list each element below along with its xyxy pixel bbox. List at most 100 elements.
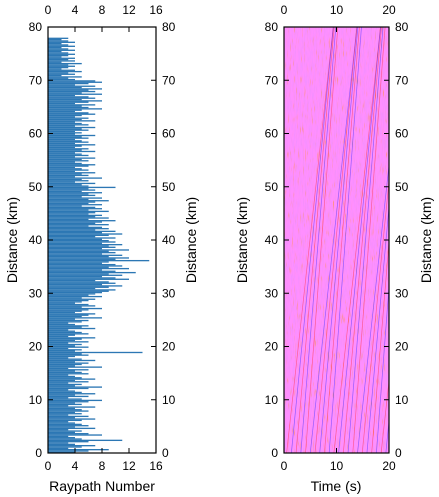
histogram-bar	[48, 394, 75, 396]
waveform-bottom-tick-label: 0	[281, 459, 288, 473]
histogram-bar	[48, 216, 96, 218]
histogram-left-tick-label: 80	[29, 20, 43, 34]
histogram-bar	[48, 387, 89, 390]
waveform-left-tick-label: 60	[265, 127, 279, 141]
histogram-bar	[48, 357, 69, 359]
waveform-trace	[347, 27, 384, 453]
histogram-bar	[48, 251, 116, 254]
histogram-bar	[48, 141, 89, 143]
histogram-bar	[48, 410, 89, 412]
histogram-bar	[48, 366, 102, 368]
histogram-xlabel: Raypath Number	[49, 478, 155, 494]
histogram-bar	[48, 134, 96, 137]
histogram-bar	[48, 189, 96, 191]
histogram-bar	[48, 421, 69, 423]
histogram-bar	[48, 129, 89, 131]
histogram-bar	[48, 101, 89, 103]
histogram-bar	[48, 441, 89, 443]
histogram-bar	[48, 306, 82, 308]
histogram-bar	[48, 339, 75, 342]
histogram-bar	[48, 172, 96, 174]
histogram-bar	[48, 62, 82, 65]
waveform-trace	[291, 27, 334, 453]
histogram-bar	[48, 259, 150, 262]
histogram-bar	[48, 161, 75, 163]
histogram-bar	[48, 295, 102, 298]
histogram-bar	[48, 90, 96, 93]
histogram-bar	[48, 270, 116, 272]
histogram-bar	[48, 217, 109, 219]
histogram-bar	[48, 351, 143, 354]
histogram-bar	[48, 229, 96, 231]
histogram-bar	[48, 126, 96, 129]
histogram-bar	[48, 61, 62, 63]
waveform-left-tick-label: 20	[265, 340, 279, 354]
histogram-bar	[48, 285, 123, 287]
histogram-bar	[48, 78, 75, 81]
histogram-bar	[48, 249, 129, 251]
histogram-bar	[48, 242, 102, 244]
histogram-bar	[48, 317, 102, 319]
histogram-bar	[48, 430, 82, 432]
histogram-bar	[48, 261, 109, 263]
histogram-bar	[48, 419, 82, 422]
histogram-bar	[48, 369, 89, 371]
histogram-bar	[48, 378, 96, 380]
histogram-bar	[48, 125, 75, 127]
waveform-trace	[305, 27, 339, 453]
histogram-bar	[48, 302, 75, 304]
histogram-bar	[48, 334, 75, 336]
histogram-bar	[48, 117, 89, 119]
histogram-bar	[48, 449, 109, 451]
histogram-bar	[48, 278, 129, 280]
histogram-bar	[48, 149, 82, 151]
histogram-bar	[48, 113, 96, 115]
histogram-bar	[48, 393, 96, 395]
waveform-trace	[371, 242, 389, 453]
histogram-bar	[48, 265, 123, 267]
histogram-bar	[48, 166, 75, 169]
waveform-left-tick-label: 40	[265, 233, 279, 247]
waveform-image	[284, 27, 389, 453]
waveform-right-tick-label: 80	[395, 20, 409, 34]
histogram-bottom-tick-label: 16	[149, 459, 163, 473]
histogram-bar	[48, 174, 89, 177]
histogram-bar	[48, 371, 82, 374]
histogram-bar	[48, 405, 69, 407]
histogram-bar	[48, 81, 102, 83]
histogram-bar	[48, 258, 116, 260]
histogram-bar	[48, 121, 75, 123]
histogram-left-tick-label: 70	[29, 73, 43, 87]
histogram-bar	[48, 409, 82, 411]
histogram-bar	[48, 250, 109, 252]
histogram-bar	[48, 385, 75, 387]
waveform-right-tick-label: 0	[395, 446, 402, 460]
histogram-bar	[48, 331, 82, 334]
histogram-bar	[48, 178, 82, 181]
histogram-bar	[48, 438, 82, 440]
histogram-bar	[48, 294, 89, 296]
histogram-bar	[48, 243, 123, 246]
histogram-bottom-tick-label: 12	[122, 459, 136, 473]
histogram-bar	[48, 162, 82, 165]
histogram-bar	[48, 395, 89, 398]
histogram-bar	[48, 112, 89, 114]
waveform-ylabel: Distance (km)	[234, 197, 250, 283]
histogram-bar	[48, 66, 69, 69]
histogram-bar	[48, 176, 75, 178]
histogram-bar	[48, 269, 102, 271]
histogram-bars	[48, 37, 150, 453]
histogram-bar	[48, 350, 75, 352]
histogram-bar	[48, 182, 96, 185]
histogram-bar	[48, 398, 82, 400]
waveform-trace	[376, 286, 389, 453]
histogram-bar	[48, 180, 89, 182]
histogram-bar	[48, 218, 89, 221]
histogram-bar	[48, 411, 75, 414]
waveform-left-tick-label: 50	[265, 180, 279, 194]
waveform-trace	[309, 27, 358, 453]
histogram-bar	[48, 208, 102, 210]
histogram-top-tick-label: 0	[45, 3, 52, 17]
histogram-bar	[48, 225, 89, 227]
